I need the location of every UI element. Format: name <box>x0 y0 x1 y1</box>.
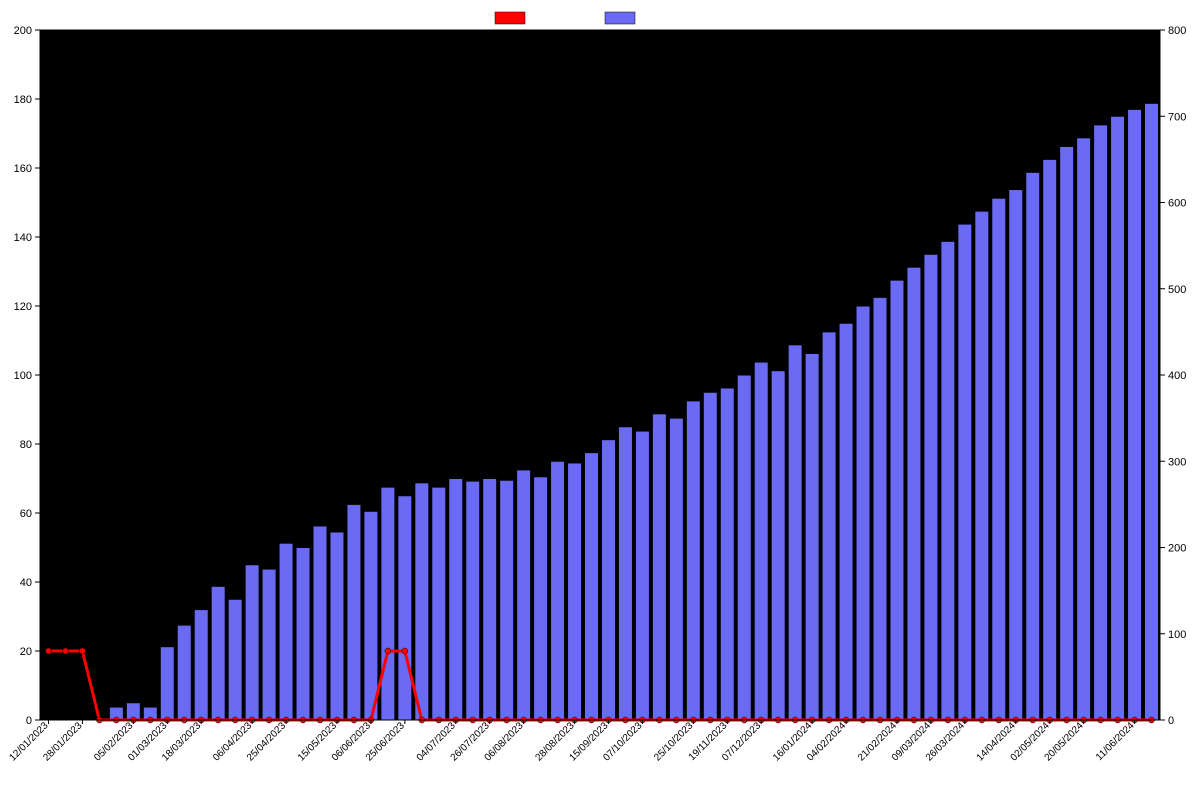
chart-svg: 0 20 40 60 80 100 120 140 160 180 200 0 100 200 300 400… <box>0 0 1200 800</box>
svg-text:160: 160 <box>14 163 32 175</box>
svg-text:100: 100 <box>1168 629 1186 641</box>
svg-text:40: 40 <box>20 577 32 589</box>
svg-text:0: 0 <box>1168 715 1174 727</box>
svg-text:700: 700 <box>1168 111 1186 123</box>
chart-container: 0 20 40 60 80 100 120 140 160 180 200 0 100 200 300 400… <box>0 0 1200 800</box>
svg-text:500: 500 <box>1168 284 1186 296</box>
svg-text:0: 0 <box>26 715 32 727</box>
svg-text:180: 180 <box>14 94 32 106</box>
svg-text:11/06/2024: 11/06/2024 <box>1094 720 1137 763</box>
svg-text:60: 60 <box>20 508 32 520</box>
svg-text:120: 120 <box>14 301 32 313</box>
svg-text:80: 80 <box>20 439 32 451</box>
svg-text:140: 140 <box>14 232 32 244</box>
svg-text:100: 100 <box>14 370 32 382</box>
svg-text:200: 200 <box>14 25 32 37</box>
svg-text:800: 800 <box>1168 25 1186 37</box>
svg-text:600: 600 <box>1168 198 1186 210</box>
svg-text:300: 300 <box>1168 456 1186 468</box>
svg-text:200: 200 <box>1168 543 1186 555</box>
svg-text:400: 400 <box>1168 370 1186 382</box>
svg-text:20: 20 <box>20 646 32 658</box>
